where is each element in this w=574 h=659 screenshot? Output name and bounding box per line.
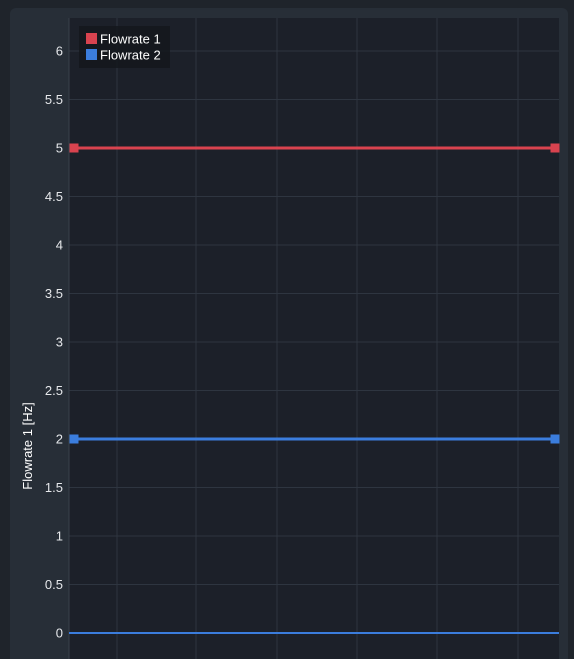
legend-label: Flowrate 2 (100, 48, 161, 63)
legend-swatch (86, 33, 97, 44)
series-layer (69, 143, 560, 634)
y-tick-label: 6 (56, 44, 63, 59)
plot-area[interactable] (69, 18, 559, 659)
y-tick-label: 1 (56, 529, 63, 544)
y-tick-label: 0 (56, 626, 63, 641)
y-tick-label: 5.5 (45, 92, 63, 107)
data-point[interactable] (550, 434, 560, 444)
data-point[interactable] (69, 143, 79, 153)
y-tick-label: 5 (56, 141, 63, 156)
y-axis-title: Flowrate 1 [Hz] (20, 402, 35, 489)
data-point[interactable] (69, 434, 79, 444)
y-tick-label: 0.5 (45, 577, 63, 592)
legend-label: Flowrate 1 (100, 32, 161, 47)
y-axis-ticks: 0 0.5 1 1.5 2 2.5 3 3.5 4 4.5 5 5.5 6 (45, 44, 63, 641)
y-tick-label: 2.5 (45, 383, 63, 398)
y-tick-label: 4 (56, 238, 63, 253)
data-point[interactable] (550, 143, 560, 153)
y-tick-label: 1.5 (45, 480, 63, 495)
legend-swatch (86, 49, 97, 60)
y-tick-label: 3.5 (45, 286, 63, 301)
y-tick-label: 4.5 (45, 189, 63, 204)
y-tick-label: 2 (56, 432, 63, 447)
y-tick-label: 3 (56, 335, 63, 350)
